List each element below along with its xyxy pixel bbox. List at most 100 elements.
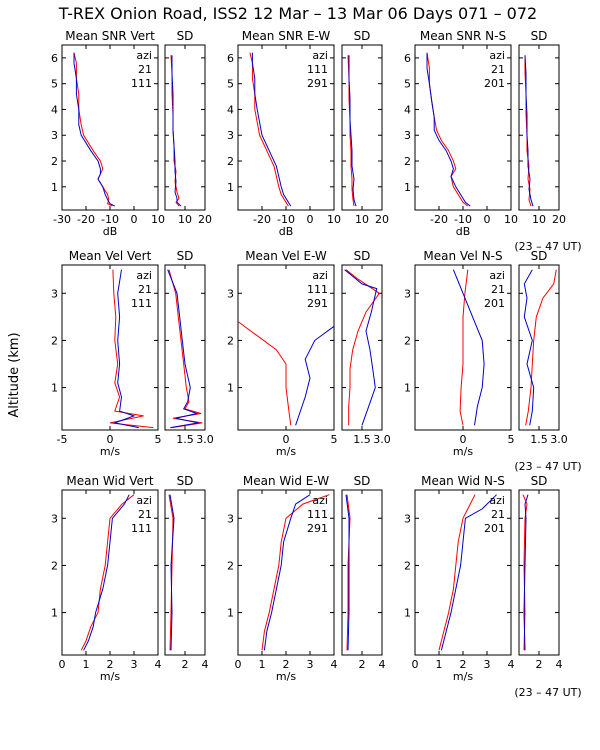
series-line-21 [80,494,135,651]
legend-title: azi [136,494,152,507]
y-tick-label: 1 [404,382,411,395]
legend-title: azi [312,494,328,507]
x-axis-label: m/s [453,670,473,683]
y-tick-label: 5 [51,78,58,91]
legend-entry: 201 [484,297,505,310]
y-tick-label: 4 [404,103,411,116]
legend-title: azi [489,269,505,282]
x-axis-label: m/s [100,670,120,683]
y-axis-label: Altitude (km) [7,332,22,417]
x-tick-label: 2 [283,658,290,671]
y-tick-label: 5 [404,78,411,91]
y-tick-label: 6 [404,52,411,65]
y-tick-label: 2 [404,559,411,572]
legend-title: azi [312,269,328,282]
x-tick-label: 10 [327,213,341,226]
panel-title: SD [531,29,548,43]
series-line-111 [345,269,381,426]
legend-entry: 111 [131,77,152,90]
panel-5: SD 10 20 [518,29,566,226]
x-tick-label: 0 [107,433,114,446]
y-tick-label: 2 [404,155,411,168]
panel-title: SD [177,249,194,263]
panel-title: SD [354,474,371,488]
panel-title: SD [354,249,371,263]
series-line-111 [169,494,175,651]
x-tick-label: 0 [235,658,242,671]
legend-title: azi [136,269,152,282]
x-tick-label: 10 [355,213,369,226]
legend-entry: 111 [131,297,152,310]
series-line-291 [263,494,311,651]
y-tick-label: 2 [227,334,234,347]
panel-17: SD 2 4 [518,474,563,671]
panel-frame [341,44,383,211]
legend-title: azi [489,494,505,507]
y-tick-label: 4 [51,103,58,116]
series-line-21 [168,269,203,429]
x-tick-label: 3 [307,658,314,671]
panel-title: Mean Wid Vert [66,474,153,488]
x-tick-label: 0 [460,433,467,446]
legend-entry: 21 [491,283,505,296]
legend-entry: 111 [131,522,152,535]
x-tick-label: 2 [182,658,189,671]
panel-3: SD 10 20 [341,29,389,226]
x-tick-label: 2 [359,658,366,671]
x-tick-label: 4 [331,658,338,671]
series-line-21 [168,494,174,651]
y-tick-label: 1 [51,382,58,395]
x-tick-label: 10 [504,213,518,226]
x-axis-label: m/s [453,445,473,458]
x-axis-label: dB [456,225,471,238]
x-tick-label: 0 [59,658,66,671]
x-axis-label: m/s [276,670,296,683]
panel-title: SD [531,474,548,488]
x-tick-label: 4 [508,658,515,671]
series-line-21 [170,55,180,207]
y-tick-label: 3 [404,512,411,525]
x-tick-label: 10 [151,213,165,226]
y-tick-label: 3 [404,129,411,142]
x-tick-label: 3 [131,658,138,671]
y-tick-label: 2 [51,334,58,347]
x-tick-label: 5 [155,433,162,446]
panel-15: SD 2 4 [341,474,386,671]
legend-entry: 201 [484,77,505,90]
x-tick-label: -30 [53,213,71,226]
x-axis-label: dB [103,225,118,238]
y-tick-label: 4 [227,103,234,116]
legend-entry: 291 [307,297,328,310]
x-axis-label: m/s [276,445,296,458]
legend-title: azi [136,49,152,62]
x-tick-label: 5 [331,433,338,446]
series-line-201 [524,55,534,207]
x-tick-label: 1.5 [530,433,548,446]
series-line-111 [171,55,182,207]
panel-title: SD [177,29,194,43]
y-tick-label: 1 [227,181,234,194]
y-tick-label: 3 [227,129,234,142]
x-tick-label: 20 [198,213,212,226]
panel-frame [164,44,206,211]
x-tick-label: 3 [484,658,491,671]
y-tick-label: 3 [51,287,58,300]
time-range-note-row3: (23 – 47 UT) [514,686,581,699]
series-line-21 [525,269,557,426]
legend-entry: 21 [138,63,152,76]
x-tick-label: 0 [412,658,419,671]
panel-9: SD 1.5 3.0 [341,249,391,446]
y-tick-label: 3 [227,512,234,525]
series-line-201 [452,269,485,426]
series-line-111 [346,494,351,651]
x-tick-label: -5 [57,433,68,446]
x-tick-label: -20 [77,213,95,226]
x-tick-label: 2 [460,658,467,671]
panel-7: SD 1.5 3.0 [164,249,214,446]
legend-entry: 111 [307,63,328,76]
series-line-111 [83,494,130,651]
x-tick-label: 20 [375,213,389,226]
x-tick-label: -10 [454,213,472,226]
